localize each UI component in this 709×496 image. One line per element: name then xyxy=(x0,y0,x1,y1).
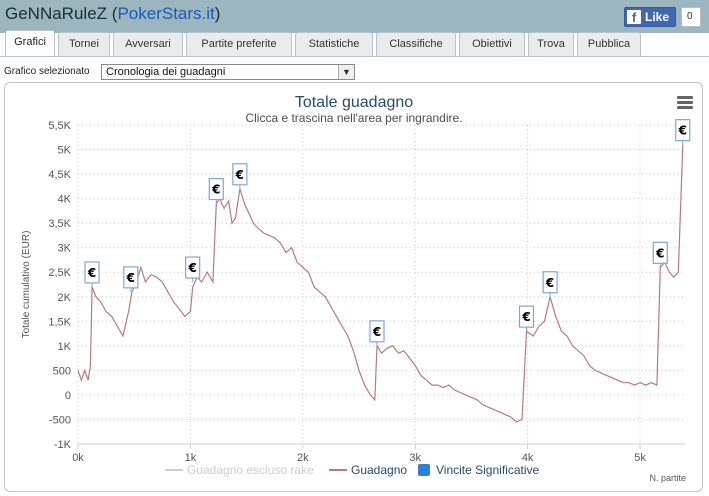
y-tick-label: 500 xyxy=(53,365,71,377)
y-tick-label: 1,5K xyxy=(48,316,71,328)
tab-bar-divider xyxy=(0,56,709,57)
y-tick-label: 0 xyxy=(65,390,71,402)
y-tick-label: -1K xyxy=(54,439,72,451)
significant-win-label: € xyxy=(235,168,244,182)
significant-win-flag xyxy=(652,241,668,264)
like-label: Like xyxy=(644,10,669,24)
significant-win-flag xyxy=(123,266,139,289)
chart-type-select[interactable]: Cronologia dei guadagni ▼ xyxy=(101,64,355,80)
site-link[interactable]: PokerStars.it xyxy=(117,4,215,23)
significant-win-flag xyxy=(518,305,535,328)
player-name: GeNNaRuleZ xyxy=(5,4,108,23)
y-tick-label: 4K xyxy=(58,194,72,206)
significant-win-label: € xyxy=(545,276,554,290)
significant-win-flag xyxy=(369,320,385,343)
significant-win-flag xyxy=(84,261,100,284)
legend-item-guadagno: Guadagno xyxy=(351,463,407,477)
chart-selector-label: Grafico selezionato xyxy=(4,66,90,77)
x-tick-label: 2k xyxy=(297,452,309,464)
y-tick-label: 1K xyxy=(58,341,72,353)
significant-win-label: € xyxy=(126,271,135,285)
significant-win-label: € xyxy=(211,183,220,197)
significant-win-label: € xyxy=(372,325,381,339)
player-title: GeNNaRuleZ (PokerStars.it) xyxy=(5,4,221,23)
chevron-down-icon: ▼ xyxy=(338,65,354,79)
page-header: GeNNaRuleZ (PokerStars.it) f Like 0 xyxy=(0,0,709,33)
significant-win-flag xyxy=(542,271,558,294)
y-tick-label: 2,5K xyxy=(48,267,71,279)
significant-win-flag xyxy=(232,163,248,186)
chart-subtitle: Clicca e trascina nell'area per ingrandi… xyxy=(245,111,462,125)
tab-statistiche[interactable]: Statistiche xyxy=(295,32,373,56)
significant-win-label: € xyxy=(521,310,530,324)
x-axis-label: N. partite xyxy=(649,473,686,483)
like-widget: f Like 0 xyxy=(623,7,701,27)
y-tick-label: -500 xyxy=(49,414,71,426)
chart-menu-button[interactable] xyxy=(676,96,694,110)
tab-avversari[interactable]: Avversari xyxy=(113,32,183,56)
tab-trova[interactable]: Trova xyxy=(528,32,574,56)
legend-item-significant: Vincite Significative xyxy=(436,463,539,477)
y-tick-label: 5,5K xyxy=(48,120,71,132)
legend-item-no-rake: Guadagno escluso rake xyxy=(187,463,314,477)
significant-win-flag xyxy=(208,177,224,201)
chart-type-select-value: Cronologia dei guadagni xyxy=(106,66,226,78)
menu-icon xyxy=(677,96,693,99)
tab-bar: Grafici Tornei Avversari Partite preferite S… xyxy=(0,26,709,57)
tab-partite-preferite[interactable]: Partite preferite xyxy=(186,32,292,56)
chart-title: Totale guadagno xyxy=(295,94,413,111)
tab-obiettivi[interactable]: Obiettivi xyxy=(459,32,525,56)
x-tick-label: 0k xyxy=(72,452,84,464)
chart-container[interactable]: Totale guadagno Clicca e trascina nell'ar… xyxy=(4,82,703,492)
y-axis-label: Totale cumulativo (EUR) xyxy=(21,231,32,339)
x-tick-label: 5k xyxy=(634,452,646,464)
like-count: 0 xyxy=(681,7,701,27)
significant-win-label: € xyxy=(187,261,196,275)
x-tick-label: 1k xyxy=(185,452,197,464)
y-tick-label: 4,5K xyxy=(48,169,71,181)
significant-win-label: € xyxy=(678,124,687,138)
tab-pubblica[interactable]: Pubblica xyxy=(577,32,641,56)
y-tick-label: 5K xyxy=(58,145,72,157)
significant-win-flag xyxy=(185,256,201,279)
legend-symbol-significant xyxy=(418,464,430,476)
significant-win-label: € xyxy=(655,246,664,260)
significant-win-label: € xyxy=(87,266,96,280)
y-tick-label: 3,5K xyxy=(48,218,71,230)
tab-classifiche[interactable]: Classifiche xyxy=(376,32,456,56)
facebook-icon: f xyxy=(626,10,641,25)
x-tick-label: 3k xyxy=(409,452,421,464)
series-guadagno-line xyxy=(77,144,684,423)
facebook-like-button[interactable]: f Like xyxy=(623,7,676,27)
y-tick-label: 2K xyxy=(58,292,72,304)
significant-win-flag xyxy=(675,119,691,142)
y-tick-label: 3K xyxy=(58,243,72,255)
x-tick-label: 4k xyxy=(522,452,534,464)
tab-grafici[interactable]: Grafici xyxy=(5,30,55,57)
tab-tornei[interactable]: Tornei xyxy=(58,32,110,56)
